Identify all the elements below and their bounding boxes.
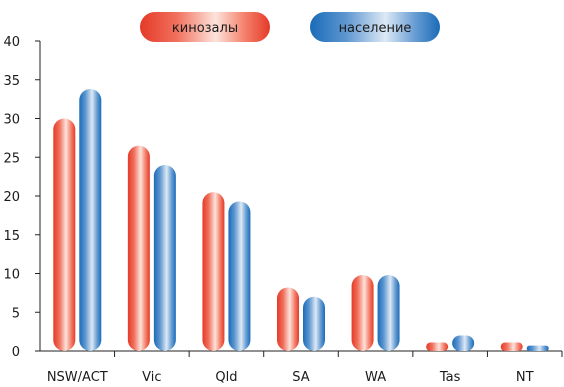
bar-cinemas-nsw-act: [53, 118, 76, 351]
bar-cinemas-wa: [351, 275, 374, 351]
y-tick-label: 40: [3, 35, 20, 50]
legend-label-cinemas: кинозалы: [172, 21, 238, 36]
x-tick-label: SA: [292, 370, 309, 385]
x-tick-label: WA: [365, 370, 386, 385]
legend-swatch-cinemas: [140, 12, 270, 42]
bar-population-nsw-act: [79, 89, 102, 352]
x-tick-label: NT: [516, 370, 534, 385]
bar-population-sa: [303, 296, 325, 351]
bar-population-qld: [228, 201, 251, 351]
x-tick-label: NSW/ACT: [47, 370, 108, 385]
y-tick-label: 30: [3, 113, 20, 128]
legend-label-population: население: [339, 21, 412, 36]
legend-swatch-population: [310, 12, 440, 42]
y-tick-label: 0: [12, 345, 20, 360]
y-tick-label: 20: [3, 190, 20, 205]
bar-cinemas-tas: [426, 342, 449, 351]
bar-population-nt: [526, 345, 549, 351]
y-tick-label: 5: [12, 306, 20, 321]
x-tick-label: Vic: [142, 370, 161, 385]
bar-population-tas: [452, 335, 475, 351]
y-tick-label: 25: [3, 151, 20, 166]
bar-cinemas-vic: [127, 145, 150, 351]
bar-population-wa: [377, 275, 400, 351]
bar-cinemas-sa: [277, 287, 299, 351]
y-tick-label: 15: [3, 229, 20, 244]
bar-cinemas-nt: [500, 342, 523, 351]
bar-population-vic: [153, 165, 176, 351]
x-tick-label: Qld: [215, 370, 237, 385]
y-tick-label: 35: [3, 74, 20, 89]
y-tick-label: 10: [3, 268, 20, 283]
bar-cinemas-qld: [202, 192, 225, 351]
x-tick-label: Tas: [439, 370, 461, 385]
